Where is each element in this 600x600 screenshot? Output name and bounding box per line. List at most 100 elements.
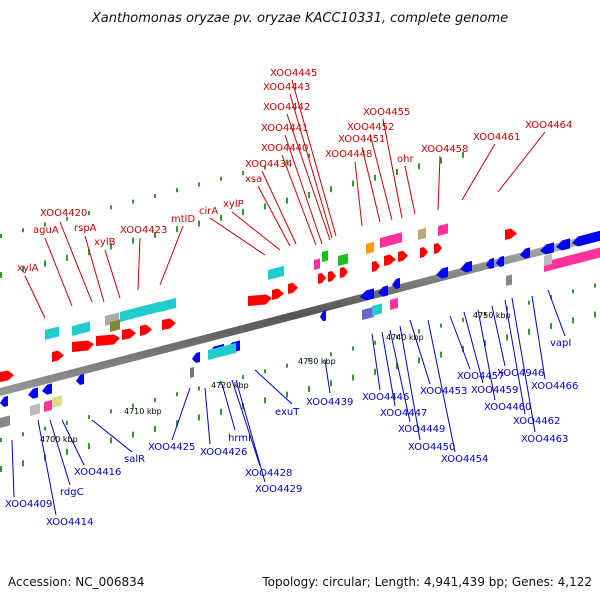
reverse-gene-arrow — [378, 285, 388, 297]
gene-label: XOO4455 — [363, 107, 410, 118]
tick-mark — [66, 216, 68, 221]
leader-line — [511, 297, 536, 433]
reverse-gene-arrow — [556, 238, 570, 251]
tick-mark — [154, 193, 156, 198]
gene-label: XOO4441 — [261, 123, 308, 134]
leader-line — [324, 359, 331, 394]
tick-mark — [154, 397, 156, 402]
genome-backbone — [0, 232, 600, 396]
leader-line — [409, 319, 431, 385]
gene-label: XOO4460 — [484, 402, 531, 413]
forward-gene-arrow — [420, 246, 428, 258]
map-title: Xanthomonas oryzae pv. oryzae KACC10331,… — [91, 11, 508, 26]
gene-label: XOO4450 — [408, 442, 455, 453]
tick-mark — [264, 397, 266, 404]
gene-label: hrmI — [228, 433, 251, 444]
tick-mark — [198, 414, 200, 421]
leader-line — [531, 295, 546, 380]
tick-mark — [110, 409, 112, 414]
gene-box — [110, 319, 120, 332]
tick-mark — [264, 369, 266, 374]
gene-label: XOO4440 — [261, 143, 308, 154]
gene-label: XOO4462 — [513, 416, 560, 427]
tick-mark — [154, 425, 156, 432]
gene-label: XOO4439 — [306, 397, 353, 408]
gene-label: XOO4452 — [347, 122, 394, 133]
tick-mark — [110, 437, 112, 444]
leader-line — [437, 155, 441, 211]
leader-line — [61, 419, 85, 466]
tick-mark — [110, 205, 112, 210]
tick-mark — [22, 432, 24, 437]
gene-box — [190, 366, 194, 378]
tick-mark — [132, 199, 134, 204]
leader-line — [361, 146, 381, 223]
gene-label: xsa — [245, 174, 262, 185]
tick-mark — [44, 222, 46, 227]
tick-mark — [242, 171, 244, 176]
tick-mark — [594, 283, 596, 288]
gene-box — [506, 274, 512, 286]
leader-line — [235, 379, 266, 483]
gene-label: XOO4459 — [471, 385, 518, 396]
tick-mark — [308, 385, 310, 392]
leader-line — [209, 217, 266, 256]
tick-mark — [484, 312, 486, 317]
leader-line — [291, 79, 337, 237]
leader-line — [254, 369, 293, 405]
tick-mark — [0, 438, 2, 442]
leader-line — [404, 165, 416, 215]
gene-box — [44, 399, 52, 412]
leader-line — [171, 387, 191, 441]
gene-label: xylP — [223, 199, 244, 210]
leader-line — [547, 289, 566, 337]
forward-gene-arrow — [288, 282, 298, 294]
tick-mark — [550, 323, 552, 329]
tick-mark — [88, 443, 90, 450]
forward-gene-arrow — [52, 350, 64, 362]
tick-mark — [440, 157, 442, 164]
tick-mark — [88, 211, 90, 216]
gene-box — [208, 345, 224, 360]
gene-box — [322, 250, 328, 262]
gene-box — [362, 306, 374, 320]
tick-mark — [330, 380, 332, 387]
tick-mark — [44, 260, 46, 267]
tick-mark — [0, 272, 2, 278]
gene-label: ohr — [397, 154, 414, 165]
leader-line — [231, 211, 281, 251]
leader-line — [491, 305, 506, 367]
tick-mark — [484, 340, 486, 347]
tick-rings — [0, 151, 596, 472]
kbp-label: 4710 kbp — [124, 407, 162, 416]
tick-mark — [44, 426, 46, 431]
tick-mark — [264, 203, 266, 210]
gene-label: XOO4414 — [46, 517, 93, 528]
gene-box — [390, 297, 398, 310]
tick-mark — [242, 375, 244, 380]
gene-label: XOO4447 — [380, 408, 427, 419]
tick-mark — [506, 334, 508, 341]
forward-gene-arrow — [340, 266, 348, 278]
gene-label: XOO4457 — [457, 371, 504, 382]
tick-mark — [132, 237, 134, 244]
topology-text: Topology: circular; Length: 4,941,439 bp… — [261, 575, 592, 589]
gene-box — [366, 241, 374, 254]
tick-mark — [220, 408, 222, 415]
gene-box — [314, 258, 320, 270]
forward-gene-arrow — [140, 324, 152, 336]
tick-mark — [66, 420, 68, 425]
tick-mark — [88, 415, 90, 420]
reverse-gene-arrow — [76, 373, 84, 385]
tick-mark — [594, 311, 596, 318]
gene-label: XOO4454 — [441, 454, 488, 465]
leader-line — [44, 237, 73, 307]
leader-line — [231, 379, 261, 467]
tick-mark — [0, 466, 2, 472]
gene-label: XOO4425 — [148, 442, 195, 453]
leader-line — [497, 131, 546, 193]
tick-mark — [308, 153, 310, 158]
reverse-gene-arrow — [320, 310, 326, 322]
gene-label: XOO4466 — [531, 381, 578, 392]
leader-line — [461, 143, 496, 201]
